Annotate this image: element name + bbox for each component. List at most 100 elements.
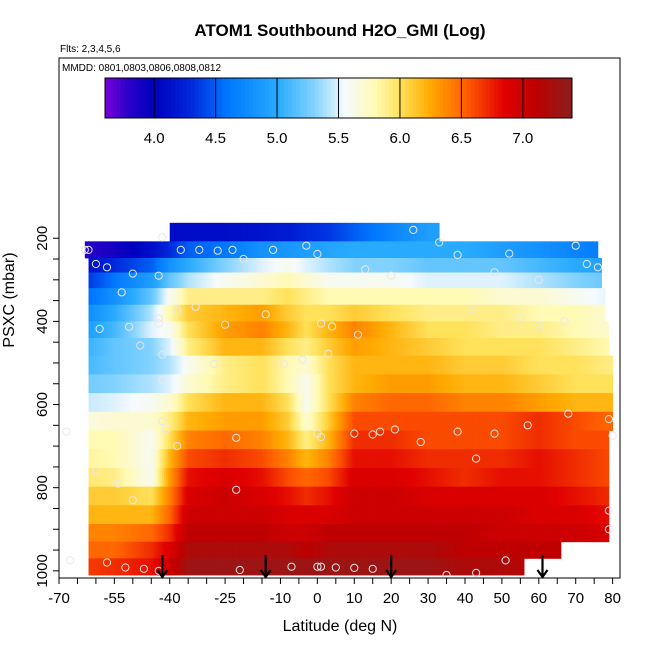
heatmap-cell: [381, 321, 385, 339]
heatmap-cell: [522, 288, 525, 306]
heatmap-cell: [304, 411, 307, 431]
heatmap-cell: [459, 467, 462, 488]
heatmap-cell: [321, 321, 324, 339]
heatmap-cell: [483, 304, 486, 322]
heatmap-cell: [140, 241, 143, 259]
heatmap-cell: [507, 272, 510, 289]
heatmap-cell: [324, 272, 327, 289]
heatmap-cell: [376, 338, 379, 357]
heatmap-cell: [322, 524, 326, 543]
heatmap-cell: [125, 449, 128, 469]
heatmap-cell: [108, 374, 112, 394]
heatmap-cell: [533, 486, 536, 506]
heatmap-cell: [376, 486, 379, 506]
heatmap-cell: [369, 467, 372, 488]
heatmap-cell: [350, 257, 353, 273]
heatmap-cell: [249, 222, 252, 242]
heatmap-cell: [424, 241, 427, 259]
heatmap-cell: [461, 430, 464, 450]
heatmap-cell: [132, 467, 136, 488]
heatmap-cell: [297, 338, 300, 357]
heatmap-cell: [263, 430, 267, 450]
heatmap-cell: [573, 257, 577, 273]
heatmap-cell: [250, 338, 254, 357]
heatmap-cell: [158, 430, 161, 450]
heatmap-cell: [243, 486, 246, 506]
heatmap-cell: [455, 288, 459, 306]
heatmap-cell: [295, 304, 298, 322]
heatmap-cell: [374, 374, 377, 394]
heatmap-cell: [429, 393, 433, 413]
heatmap-cell: [226, 338, 230, 357]
heatmap-cell: [417, 505, 420, 525]
heatmap-cell: [433, 430, 436, 450]
heatmap-cell: [241, 321, 244, 339]
heatmap-cell: [173, 241, 176, 259]
heatmap-cell: [431, 272, 435, 289]
heatmap-cell: [225, 467, 228, 488]
heatmap-cell: [162, 338, 165, 357]
heatmap-cell: [542, 288, 545, 306]
heatmap-cell: [560, 288, 564, 306]
heatmap-cell: [201, 304, 204, 322]
heatmap-cell: [245, 338, 248, 357]
heatmap-cell: [140, 338, 143, 357]
heatmap-cell: [448, 374, 451, 394]
heatmap-cell: [417, 486, 420, 506]
heatmap-cell: [357, 321, 361, 339]
heatmap-cell: [261, 374, 265, 394]
heatmap-cell: [88, 449, 91, 469]
heatmap-cell: [555, 505, 558, 525]
heatmap-cell: [92, 304, 95, 322]
heatmap-cell: [287, 393, 291, 413]
heatmap-cell: [540, 374, 543, 394]
heatmap-cell: [520, 449, 523, 469]
heatmap-cell: [488, 393, 492, 413]
heatmap-cell: [193, 241, 196, 259]
heatmap-cell: [444, 524, 447, 543]
heatmap-cell: [236, 524, 239, 543]
heatmap-cell: [383, 241, 387, 259]
heatmap-cell: [592, 272, 595, 289]
heatmap-cell: [337, 486, 340, 506]
heatmap-cell: [261, 355, 265, 375]
heatmap-cell: [333, 374, 337, 394]
heatmap-cell: [560, 486, 564, 506]
heatmap-cell: [271, 449, 274, 469]
heatmap-cell: [293, 222, 296, 242]
heatmap-cell: [446, 393, 449, 413]
heatmap-cell: [459, 321, 462, 339]
heatmap-cell: [134, 430, 137, 450]
heatmap-cell: [105, 541, 108, 559]
heatmap-cell: [400, 430, 403, 450]
heatmap-cell: [199, 222, 202, 242]
heatmap-cell: [219, 486, 222, 506]
heatmap-cell: [204, 241, 208, 259]
heatmap-cell: [103, 321, 106, 339]
heatmap-cell: [472, 355, 475, 375]
heatmap-cell: [252, 304, 256, 322]
heatmap-cell: [479, 338, 482, 357]
heatmap-cell: [182, 355, 185, 375]
heatmap-cell: [167, 374, 171, 394]
heatmap-cell: [106, 430, 110, 450]
heatmap-cell: [507, 486, 510, 506]
heatmap-cell: [177, 541, 180, 559]
heatmap-cell: [232, 272, 235, 289]
heatmap-cell: [566, 430, 569, 450]
heatmap-cell: [267, 288, 270, 306]
heatmap-cell: [596, 374, 599, 394]
heatmap-cell: [297, 449, 300, 469]
heatmap-cell: [265, 338, 268, 357]
heatmap-cell: [180, 338, 184, 357]
heatmap-cell: [298, 393, 302, 413]
heatmap-cell: [332, 355, 335, 375]
heatmap-cell: [531, 524, 534, 543]
heatmap-cell: [387, 449, 390, 469]
heatmap-cell: [415, 257, 418, 273]
heatmap-cell: [531, 430, 534, 450]
heatmap-cell: [204, 486, 208, 506]
heatmap-cell: [118, 257, 121, 273]
heatmap-cell: [178, 257, 182, 273]
heatmap-cell: [411, 505, 414, 525]
